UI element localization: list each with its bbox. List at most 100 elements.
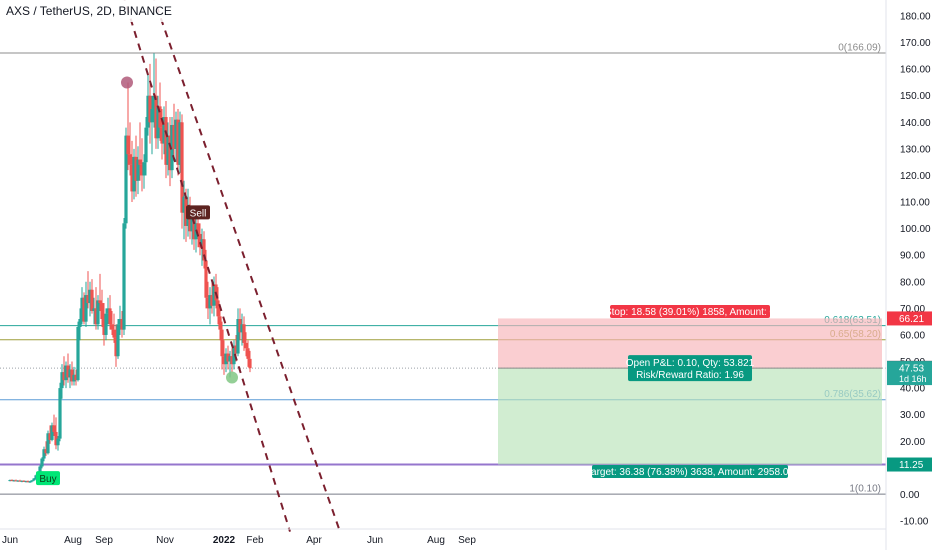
candle [190,218,194,232]
candle [156,106,160,139]
descending-channel[interactable] [119,0,341,532]
x-tick-label: Feb [246,535,264,546]
candle [216,300,220,317]
candle [134,156,138,181]
candle [96,300,100,325]
candle [136,159,140,181]
candle [86,295,90,304]
y-tick-label: 20.00 [900,437,925,448]
candle [234,345,238,354]
candle [206,297,210,309]
candle [224,353,228,365]
x-tick-label: 2022 [213,535,236,546]
candle [128,154,132,165]
target-zone [498,368,882,465]
candle [66,365,70,378]
time-axis[interactable]: Jun Aug Sep Nov 2022 Feb Apr Jun Aug Sep [2,535,476,546]
candle [210,295,214,306]
fib-label: 0(166.09) [838,42,881,53]
markers [121,76,238,384]
candle [170,124,174,171]
candle [52,425,56,432]
candle [30,480,34,482]
candle [174,119,178,149]
candle [240,324,244,333]
candle [120,319,124,330]
candle [242,324,246,343]
candle [46,433,50,454]
candle [10,480,14,482]
candle [72,374,76,382]
candle [76,326,80,381]
candle [168,135,172,171]
y-tick-label: -10.00 [900,517,929,528]
candle [24,481,28,483]
x-tick-label: Sep [95,535,113,546]
candle [246,348,250,359]
candle [26,481,30,483]
candle [146,95,150,128]
candle [154,95,158,139]
position-labels: Stop: 18.58 (39.01%) 1858, Amount: 0 Ope… [586,304,794,479]
candle [64,365,68,381]
signals: Buy Sell [36,205,210,486]
candle [230,356,234,365]
candle [106,308,110,314]
candle [68,369,72,378]
candle [182,196,186,213]
y-tick-label: 0.00 [900,490,920,501]
candle [114,337,118,357]
candles [8,53,252,483]
last-price-badge [887,361,932,386]
y-tick-label: 70.00 [900,304,925,315]
candle [8,480,12,482]
candle [200,239,204,248]
candle [218,316,222,330]
candle [208,295,212,309]
candle [178,122,182,165]
candle [144,127,148,163]
price-badge [887,457,932,472]
x-tick-label: Sep [458,535,476,546]
candle [112,329,116,338]
y-tick-label: 150.00 [900,91,931,102]
title-backdrop [0,0,260,22]
candle [102,319,106,335]
target-label: Target: 36.38 (76.38%) 3638, Amount: 295… [586,467,794,478]
candle [92,308,96,312]
candle [58,388,62,439]
y-tick-label: 100.00 [900,224,931,235]
candle [196,223,200,234]
marker-dot [226,371,238,384]
candle [78,319,82,327]
candle [62,372,66,381]
y-tick-label: 60.00 [900,330,925,341]
y-tick-label: 180.00 [900,12,931,23]
candle [124,135,128,224]
candle [180,122,184,213]
price-axis[interactable]: 180.00 170.00 160.00 150.00 140.00 130.00 120.… [900,12,931,528]
candle [12,480,16,482]
x-tick-label: Aug [427,535,445,546]
position-tool[interactable] [498,318,882,465]
last-price-label: 47.53 [899,364,924,375]
candle [94,308,98,325]
candle [28,481,32,483]
buy-signal: Buy [39,474,56,485]
candle [54,431,58,446]
channel-line [123,0,291,532]
candle [220,329,224,357]
candle [152,95,156,110]
candle [204,260,208,298]
candle [122,223,126,330]
candle [108,308,112,325]
sell-signal: Sell [190,208,207,219]
candle [222,356,226,365]
candle [248,358,252,369]
candle [32,478,36,481]
y-tick-label: 170.00 [900,38,931,49]
candle [20,480,24,482]
buy-signal-box [36,471,60,486]
fib-label: 1(0.10) [849,484,881,495]
